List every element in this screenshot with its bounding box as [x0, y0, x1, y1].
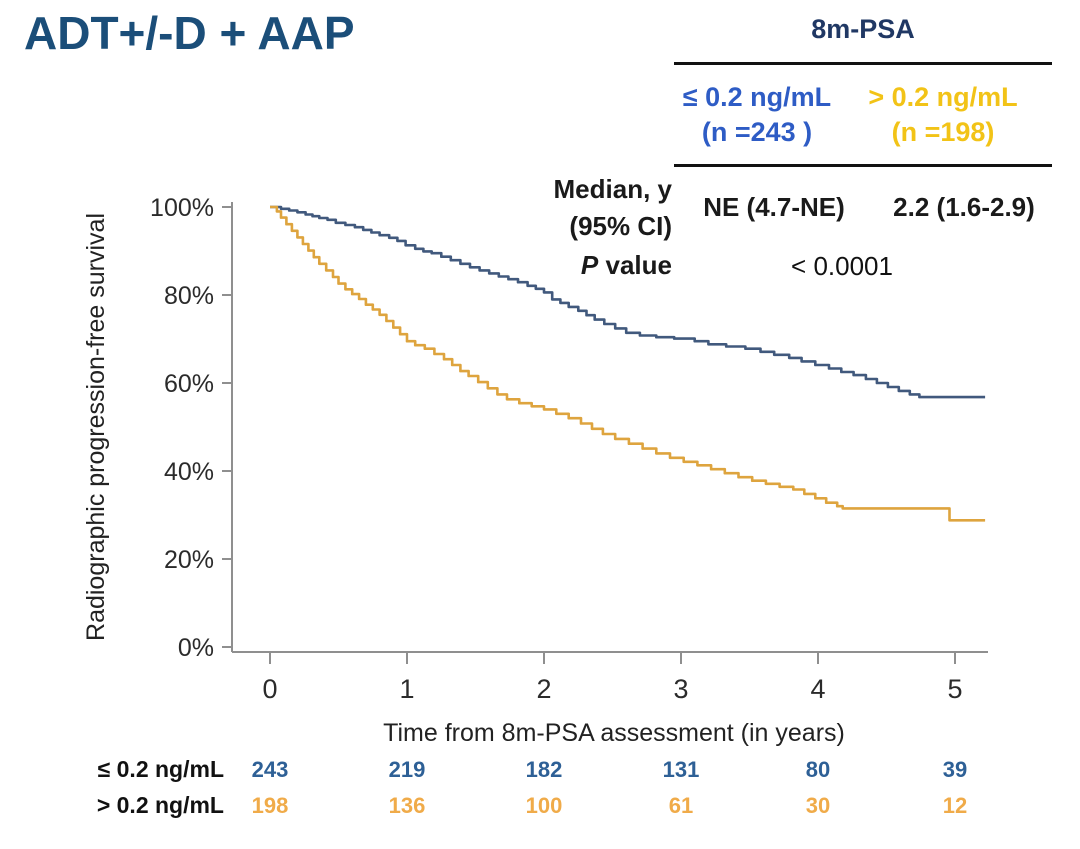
at-risk-value: 131: [663, 757, 700, 782]
at-risk-value: 219: [389, 757, 426, 782]
y-tick-20: 20%: [164, 546, 214, 574]
y-tick-80: 80%: [164, 282, 214, 310]
summary-table-header: 8m-PSA: [811, 14, 915, 44]
y-tick-60: 60%: [164, 370, 214, 398]
y-tick-40: 40%: [164, 458, 214, 486]
at-risk-row2-label: > 0.2 ng/mL: [97, 792, 224, 818]
group2-n: (n =198): [891, 117, 995, 147]
x-tick-labels: 0 1 2 3 4 5: [262, 674, 962, 704]
median-value-group1: NE (4.7-NE): [703, 192, 845, 222]
at-risk-value: 182: [526, 757, 563, 782]
x-tick-4: 4: [810, 674, 825, 704]
at-risk-table: ≤ 0.2 ng/mL > 0.2 ng/mL 243 219 182 131 …: [97, 756, 967, 818]
y-tick-0: 0%: [178, 634, 214, 662]
at-risk-row1-values: 243 219 182 131 80 39: [252, 757, 968, 782]
x-tick-5: 5: [947, 674, 962, 704]
x-tick-2: 2: [536, 674, 551, 704]
at-risk-value: 243: [252, 757, 289, 782]
y-tick-labels: 100% 80% 60% 40% 20% 0%: [150, 194, 214, 662]
summary-table-rule-bottom: [674, 164, 1052, 167]
x-axis-ticks: [269, 652, 956, 664]
x-axis-title: Time from 8m-PSA assessment (in years): [383, 719, 845, 747]
median-label-line1: Median, y: [553, 174, 672, 204]
at-risk-value: 80: [806, 757, 830, 782]
km-curve-le02: [270, 205, 986, 399]
median-value-group2: 2.2 (1.6-2.9): [893, 192, 1035, 222]
at-risk-value: 12: [943, 793, 967, 818]
x-tick-0: 0: [262, 674, 277, 704]
median-row-label: Median, y (95% CI): [430, 171, 672, 245]
at-risk-value: 198: [252, 793, 289, 818]
summary-table-rule-top: [674, 62, 1052, 65]
summary-table-group-ns: (n =243 ) (n =198): [664, 117, 1036, 148]
y-axis-title: Radiographic progression-free survival: [82, 213, 110, 641]
km-curves: [270, 205, 986, 522]
x-tick-3: 3: [673, 674, 688, 704]
median-label-line2: (95% CI): [569, 211, 672, 241]
at-risk-value: 39: [943, 757, 967, 782]
x-tick-1: 1: [399, 674, 414, 704]
at-risk-value: 30: [806, 793, 830, 818]
pvalue-label-p: P: [580, 250, 599, 280]
pvalue-value: < 0.0001: [791, 251, 893, 281]
at-risk-value: 61: [669, 793, 693, 818]
at-risk-value: 136: [389, 793, 426, 818]
axes: [222, 202, 988, 664]
pvalue-label-rest: value: [605, 250, 673, 280]
at-risk-row2-values: 198 136 100 61 30 12: [252, 793, 968, 818]
at-risk-value: 100: [526, 793, 563, 818]
group1-n: (n =243 ): [701, 117, 813, 147]
at-risk-row1-label: ≤ 0.2 ng/mL: [98, 756, 224, 782]
y-tick-100: 100%: [150, 194, 214, 222]
group2-label: > 0.2 ng/mL: [868, 82, 1018, 112]
page-title: ADT+/-D + AAP: [24, 7, 355, 59]
pvalue-row-label: P value: [472, 250, 672, 281]
y-axis-ticks: [222, 206, 232, 648]
summary-table-group-labels: ≤ 0.2 ng/mL > 0.2 ng/mL: [664, 82, 1036, 113]
group1-label: ≤ 0.2 ng/mL: [682, 82, 832, 112]
km-curve-gt02: [270, 205, 986, 522]
